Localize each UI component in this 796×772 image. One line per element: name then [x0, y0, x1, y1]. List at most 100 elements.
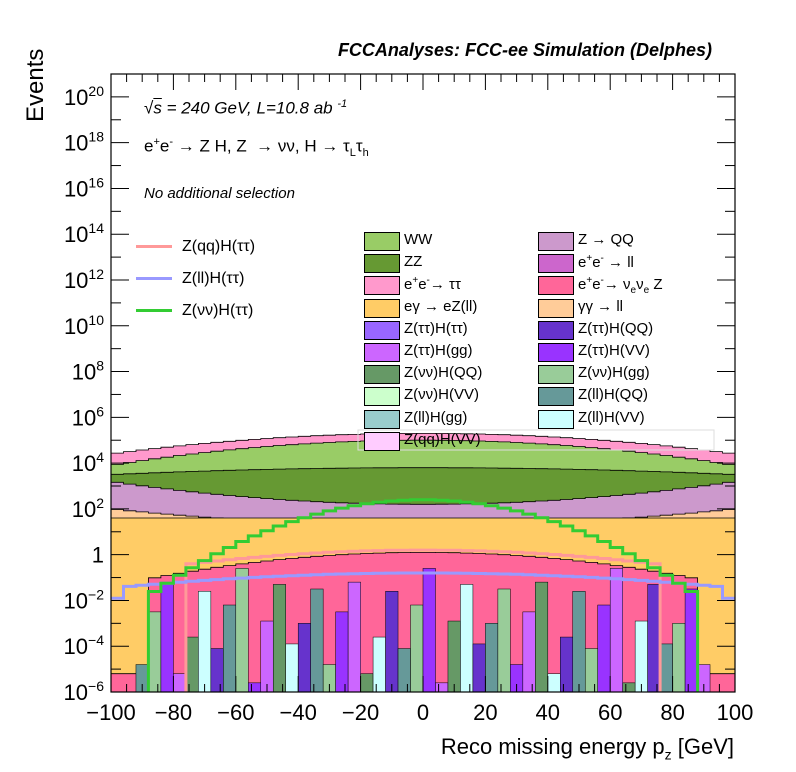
legend-swatch-14 — [364, 387, 400, 407]
y-tick-label-11: 1016 — [64, 174, 104, 201]
lumi-exponent: -1 — [337, 98, 348, 110]
legend-label-14: Z(νν)H(VV) — [404, 386, 479, 404]
minor-bin-39 — [597, 604, 611, 692]
legend-label-0: WW — [404, 231, 433, 248]
y-tick-label-7: 108 — [72, 358, 104, 385]
minor-bin-34 — [535, 581, 549, 692]
legend-label-11: Z(ττ)H(VV) — [578, 342, 650, 359]
legend-line-label: Z(qq)H(ττ) — [182, 238, 256, 255]
minor-bin-8 — [210, 648, 224, 692]
minor-bin-45 — [672, 623, 686, 692]
sqrt-s-text: s — [153, 98, 162, 118]
legend-swatch-16 — [364, 409, 400, 429]
x-tick-label-6: 20 — [473, 700, 497, 725]
legend-swatch-1 — [538, 232, 574, 251]
minor-bin-16 — [310, 588, 324, 692]
legend-swatch-5 — [538, 276, 574, 296]
legend-label-15: Z(ll)H(QQ) — [578, 386, 648, 404]
legend-swatch-0 — [364, 232, 400, 251]
minor-bin-4 — [160, 581, 174, 692]
minor-bin-27 — [447, 620, 461, 692]
minor-bin-44 — [659, 643, 673, 692]
minor-bin-3 — [148, 611, 162, 692]
signal-line-2 — [146, 498, 700, 692]
minor-bin-23 — [397, 648, 411, 692]
legend-label-4: e+e-→ ττ — [404, 275, 461, 294]
stacked-histograms — [111, 74, 735, 692]
legend-line-item-2: Z(νν)H(ττ) — [136, 302, 253, 320]
y-tick-label-1: 10−4 — [64, 632, 105, 659]
legend-swatch-3 — [538, 254, 574, 274]
legend-swatch-4 — [364, 276, 400, 296]
minor-bin-22 — [385, 591, 399, 692]
minor-bin-13 — [272, 584, 286, 692]
legend-label-8: Z(ττ)H(ττ) — [404, 319, 468, 337]
legend-label-9: Z(ττ)H(QQ) — [578, 319, 654, 337]
x-tick-label-5: 0 — [417, 700, 429, 725]
legend-swatch-2 — [364, 254, 400, 274]
y-tick-label-13: 1020 — [64, 83, 104, 110]
minor-bin-9 — [223, 604, 237, 692]
legend-label-12: Z(νν)H(QQ) — [404, 364, 483, 382]
signal-overlays — [111, 498, 735, 692]
selection-label: No additional selection — [144, 185, 295, 202]
minor-bin-43 — [647, 584, 661, 692]
minor-bin-14 — [285, 643, 299, 692]
axis-tick-labels: −100 −80 −60 −40 −20 0 20 40 60 80 100 10−6 10−4 10−2… — [64, 83, 754, 725]
minor-bin-25 — [422, 568, 436, 692]
legend-swatch-6 — [364, 298, 400, 318]
legend-frame — [357, 429, 715, 451]
legend-swatch-7 — [538, 298, 574, 318]
legend-swatch-12 — [364, 365, 400, 385]
legend-label-3: e+e- → ll — [578, 253, 634, 272]
y-axis-label: Events — [22, 48, 49, 122]
minor-bin-33 — [522, 611, 536, 692]
legend-label-1: Z → QQ — [578, 231, 634, 248]
legend-label-13: Z(νν)H(gg) — [578, 364, 650, 382]
legend-label-10: Z(ττ)H(gg) — [404, 342, 473, 359]
legend-line-swatch — [136, 245, 172, 249]
x-tick-label-9: 80 — [660, 700, 684, 725]
x-tick-label-1: −80 — [155, 700, 192, 725]
x-tick-label-8: 60 — [598, 700, 622, 725]
legend-label-2: ZZ — [404, 253, 423, 271]
y-tick-label-9: 1012 — [64, 266, 104, 293]
legend-label-7: γγ → ll — [578, 297, 623, 315]
x-tick-label-3: −40 — [280, 700, 317, 725]
energy-lumi-label: √s = 240 GeV, L=10.8 ab -1 — [144, 98, 348, 118]
signal-line-1 — [111, 571, 735, 600]
minor-bin-20 — [360, 673, 374, 692]
legend-label-18: Z(qq)H(VV) — [404, 430, 481, 448]
minor-bin-46 — [684, 588, 698, 692]
legend-label-17: Z(ll)H(VV) — [578, 408, 645, 426]
y-tick-label-4: 102 — [72, 495, 104, 522]
legend-line-swatch — [136, 277, 172, 281]
x-tick-label-0: −100 — [86, 700, 136, 725]
x-tick-label-2: −60 — [217, 700, 254, 725]
minor-bin-12 — [260, 620, 274, 692]
legend-swatch-10 — [364, 343, 400, 362]
minor-bin-42 — [634, 620, 648, 692]
experiment-header: FCCAnalyses: FCC-ee Simulation (Delphes) — [337, 40, 712, 60]
x-axis-label: Reco missing energy pz [GeV] — [440, 734, 734, 763]
minor-bin-19 — [347, 581, 361, 692]
minor-bin-7 — [198, 591, 212, 692]
legend-swatch-8 — [364, 320, 400, 340]
minor-bin-21 — [372, 636, 386, 692]
minor-bin-24 — [410, 604, 424, 692]
minor-bin-37 — [572, 591, 586, 692]
y-tick-label-6: 106 — [72, 403, 104, 430]
minor-bin-36 — [560, 636, 574, 692]
y-tick-label-8: 1010 — [64, 312, 104, 339]
minor-bin-15 — [297, 623, 311, 692]
minor-bin-5 — [173, 673, 187, 692]
legend-line-label: Z(ll)H(ττ) — [182, 270, 245, 287]
minor-bin-35 — [547, 673, 561, 692]
process-label: e+e- → Z H, Z → νν, H → τLτh — [144, 136, 369, 160]
x-tick-label-10: 100 — [717, 700, 754, 725]
minor-bin-41 — [622, 682, 636, 692]
minor-bin-31 — [497, 588, 511, 692]
legend-line-item-1: Z(ll)H(ττ) — [136, 270, 244, 288]
legend-line-swatch — [136, 309, 172, 313]
legend-label-5: e+e-→ νeνe Z — [578, 275, 663, 297]
